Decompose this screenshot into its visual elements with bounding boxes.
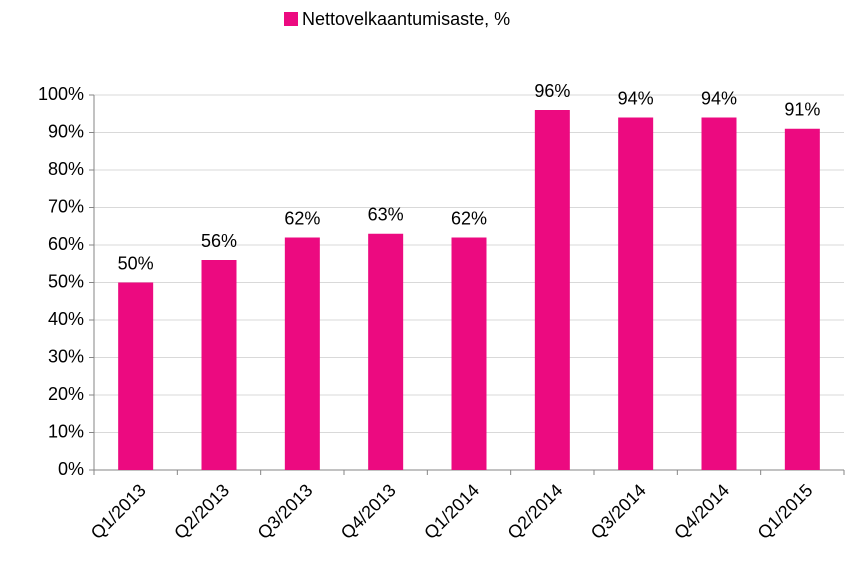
- x-tick-label: Q1/2015: [754, 480, 817, 543]
- y-tick-label: 10%: [48, 421, 84, 441]
- bar: [784, 128, 820, 470]
- bar: [618, 117, 654, 470]
- bar: [451, 237, 487, 470]
- data-label: 50%: [118, 253, 154, 273]
- bar: [534, 110, 570, 470]
- y-tick-label: 50%: [48, 271, 84, 291]
- data-label: 94%: [618, 88, 654, 108]
- x-tick-label: Q3/2013: [254, 480, 317, 543]
- bar: [701, 117, 737, 470]
- bar: [368, 233, 404, 470]
- x-tick-label: Q2/2013: [170, 480, 233, 543]
- x-tick-label: Q2/2014: [504, 480, 567, 543]
- y-tick-label: 70%: [48, 196, 84, 216]
- x-tick-label: Q1/2014: [420, 480, 483, 543]
- data-label: 96%: [534, 81, 570, 101]
- data-label: 62%: [451, 208, 487, 228]
- legend-swatch: [284, 12, 298, 26]
- bar: [118, 282, 154, 470]
- x-tick-label: Q4/2014: [670, 480, 733, 543]
- bar: [201, 260, 237, 470]
- y-tick-label: 20%: [48, 384, 84, 404]
- legend-label: Nettovelkaantumisaste, %: [302, 9, 510, 29]
- data-label: 62%: [284, 208, 320, 228]
- y-tick-label: 60%: [48, 234, 84, 254]
- x-tick-label: Q1/2013: [87, 480, 150, 543]
- data-label: 91%: [784, 100, 820, 120]
- x-tick-label: Q4/2013: [337, 480, 400, 543]
- y-tick-label: 80%: [48, 159, 84, 179]
- data-label: 56%: [201, 231, 237, 251]
- bar: [284, 237, 320, 470]
- y-tick-label: 100%: [38, 84, 84, 104]
- data-label: 94%: [701, 88, 737, 108]
- x-tick-label: Q3/2014: [587, 480, 650, 543]
- y-tick-label: 0%: [58, 459, 84, 479]
- y-tick-label: 30%: [48, 346, 84, 366]
- data-label: 63%: [368, 205, 404, 225]
- y-tick-label: 90%: [48, 121, 84, 141]
- y-tick-label: 40%: [48, 309, 84, 329]
